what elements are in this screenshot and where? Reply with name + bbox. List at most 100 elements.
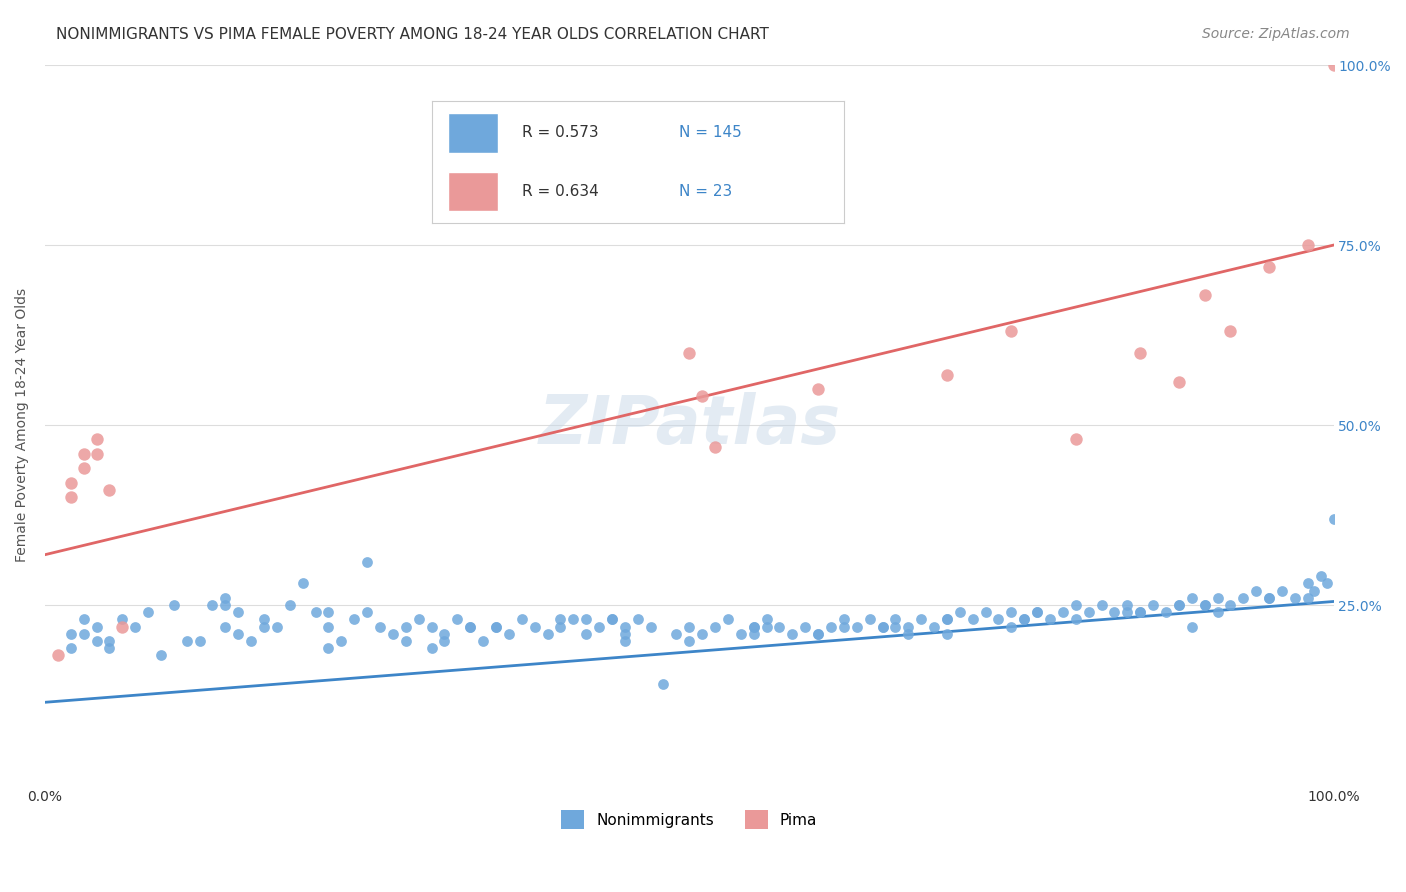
Point: [124, 620, 146, 634]
Point: [1142, 598, 1164, 612]
Point: [304, 605, 326, 619]
Point: [936, 627, 959, 641]
Point: [1064, 433, 1087, 447]
Point: [1219, 598, 1241, 612]
Point: [111, 612, 134, 626]
Point: [1194, 288, 1216, 302]
Point: [395, 620, 418, 634]
Point: [1064, 612, 1087, 626]
Point: [832, 620, 855, 634]
Point: [1258, 260, 1281, 274]
Point: [1000, 325, 1022, 339]
Point: [690, 389, 713, 403]
Point: [1026, 605, 1049, 619]
Point: [768, 620, 790, 634]
Point: [291, 576, 314, 591]
Point: [949, 605, 972, 619]
Point: [46, 648, 69, 663]
Point: [575, 627, 598, 641]
Point: [974, 605, 997, 619]
Point: [72, 447, 94, 461]
Point: [226, 627, 249, 641]
Point: [408, 612, 430, 626]
Point: [86, 620, 108, 634]
Point: [742, 627, 765, 641]
Point: [1206, 605, 1229, 619]
Point: [600, 612, 623, 626]
Text: Source: ZipAtlas.com: Source: ZipAtlas.com: [1202, 27, 1350, 41]
Point: [266, 620, 288, 634]
Point: [742, 620, 765, 634]
Point: [845, 620, 868, 634]
Point: [1167, 598, 1189, 612]
Point: [1244, 583, 1267, 598]
Point: [897, 627, 920, 641]
Point: [1052, 605, 1074, 619]
Point: [253, 620, 276, 634]
Point: [1064, 598, 1087, 612]
Point: [613, 627, 636, 641]
Point: [72, 612, 94, 626]
Point: [742, 620, 765, 634]
Point: [704, 620, 727, 634]
Point: [98, 483, 121, 497]
Point: [1303, 583, 1326, 598]
Point: [214, 591, 236, 605]
Point: [1309, 569, 1331, 583]
Point: [98, 641, 121, 656]
Point: [446, 612, 468, 626]
Point: [1206, 591, 1229, 605]
Point: [381, 627, 404, 641]
Point: [59, 627, 82, 641]
Point: [690, 627, 713, 641]
Point: [1000, 620, 1022, 634]
Point: [807, 382, 830, 396]
Y-axis label: Female Poverty Among 18-24 Year Olds: Female Poverty Among 18-24 Year Olds: [15, 288, 30, 562]
Point: [1194, 598, 1216, 612]
Point: [240, 634, 263, 648]
Point: [665, 627, 688, 641]
Point: [253, 612, 276, 626]
Point: [458, 620, 481, 634]
Point: [1316, 576, 1339, 591]
Point: [1284, 591, 1306, 605]
Point: [600, 612, 623, 626]
Point: [1181, 591, 1204, 605]
Point: [72, 461, 94, 475]
Point: [420, 641, 443, 656]
Point: [86, 433, 108, 447]
Point: [872, 620, 894, 634]
Point: [1129, 346, 1152, 360]
Point: [1232, 591, 1254, 605]
Point: [936, 368, 959, 382]
Point: [794, 620, 817, 634]
Point: [163, 598, 186, 612]
Point: [987, 612, 1010, 626]
Point: [1104, 605, 1126, 619]
Point: [550, 620, 572, 634]
Point: [1258, 591, 1281, 605]
Point: [498, 627, 520, 641]
Point: [562, 612, 585, 626]
Point: [936, 612, 959, 626]
Point: [730, 627, 752, 641]
Point: [1154, 605, 1177, 619]
Point: [485, 620, 508, 634]
Point: [536, 627, 558, 641]
Point: [330, 634, 353, 648]
Point: [149, 648, 172, 663]
Point: [356, 605, 378, 619]
Point: [188, 634, 211, 648]
Point: [1296, 591, 1319, 605]
Point: [343, 612, 366, 626]
Point: [613, 634, 636, 648]
Point: [1129, 605, 1152, 619]
Point: [1090, 598, 1112, 612]
Point: [318, 641, 340, 656]
Point: [111, 620, 134, 634]
Point: [1322, 58, 1344, 72]
Point: [1000, 605, 1022, 619]
Point: [1296, 576, 1319, 591]
Point: [433, 634, 456, 648]
Point: [226, 605, 249, 619]
